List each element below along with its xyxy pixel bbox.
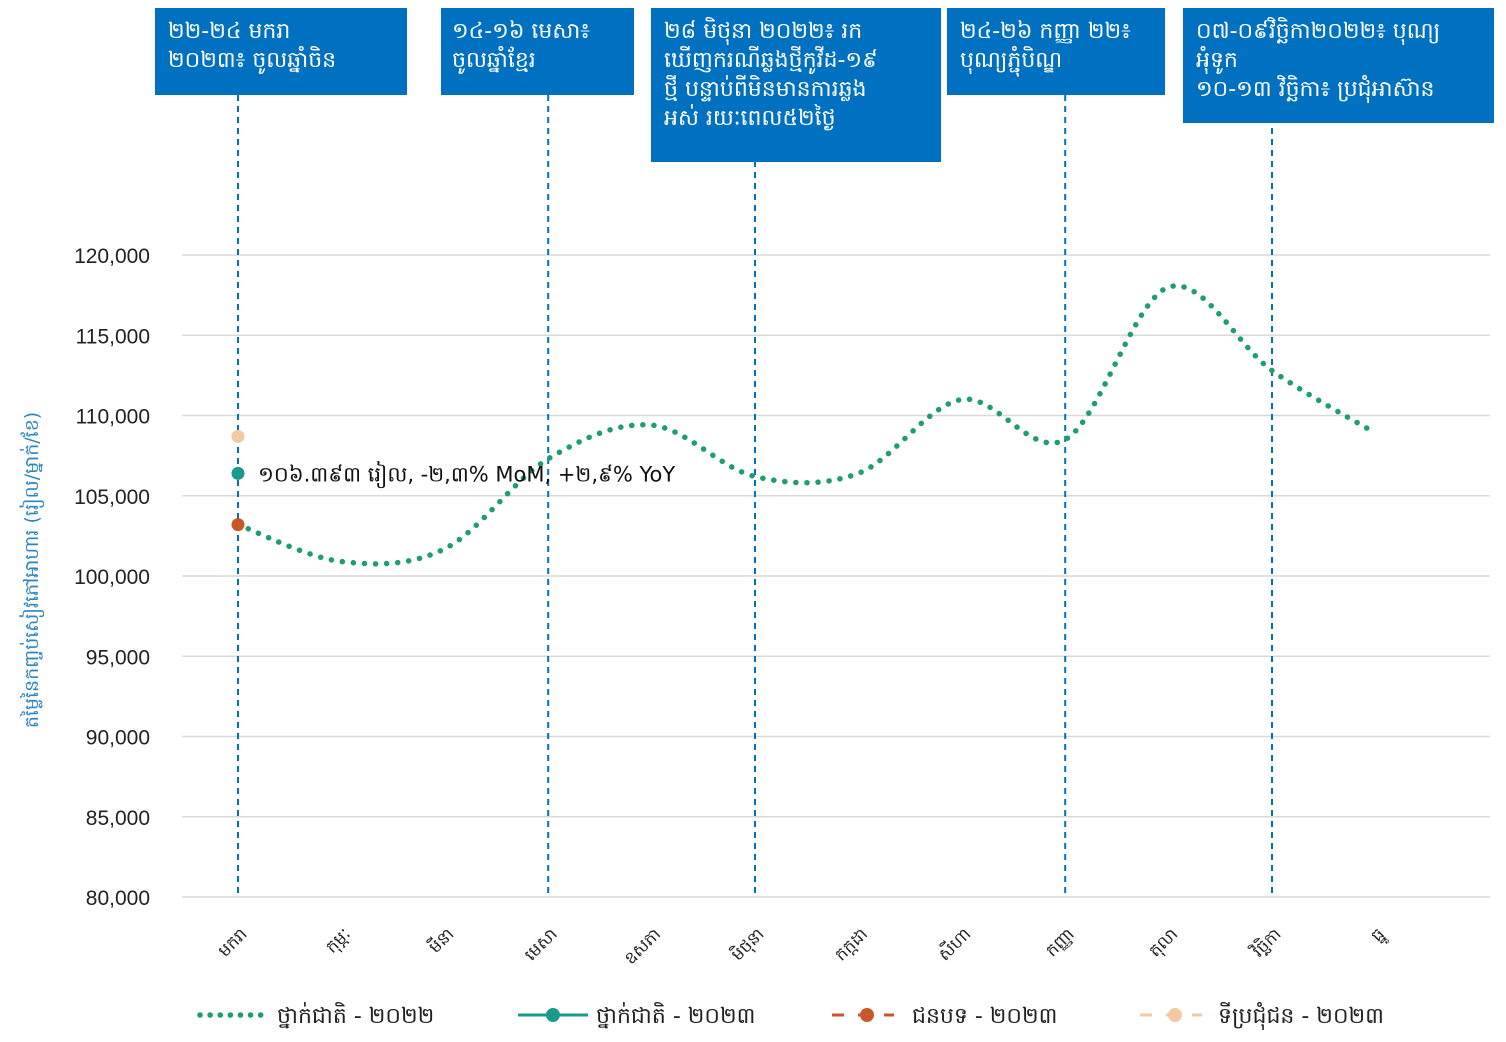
- x-tick-label: សីហា: [933, 923, 975, 965]
- x-tick-label: មេសា: [521, 924, 562, 965]
- legend-urban-2023: ទីប្រជុំជន - ២០២៣: [1140, 1002, 1384, 1030]
- event-box-text: ២០២៣៖ ចូលឆ្នាំចិន: [168, 46, 336, 74]
- y-tick-label: 90,000: [86, 727, 150, 750]
- legend-national-2022: ថ្នាក់ជាតិ - ២០២២: [197, 1002, 434, 1029]
- legend-rural-2023: ជនបទ - ២០២៣: [832, 1004, 1057, 1029]
- y-axis-label: តម្លៃនៃកញ្ចប់សៀវភៅអាហារ (រៀល/ម្នាក់/ខែ): [19, 412, 45, 728]
- event-box-bg: [441, 8, 634, 95]
- y-tick-label: 100,000: [74, 566, 150, 589]
- event-box-text: ០៧-០៩វិច្ឆិកា២០២២៖ បុណ្យ: [1196, 17, 1440, 45]
- series-national-2022-line: [235, 283, 1379, 567]
- event-box-text: បុណ្យភ្ជុំបិណ្ឌ: [960, 46, 1062, 77]
- legend: ថ្នាក់ជាតិ - ២០២២ ថ្នាក់ជាតិ - ២០២៣ ជនបទ -…: [197, 1002, 1384, 1030]
- x-axis-ticks: មករា កុម្ភៈ មីនា មេសា ឧសភា មិថុនា កក្កដា សីហា កញ…: [215, 923, 1392, 969]
- y-axis-ticks: 120,000 115,000 110,000 105,000 100,000 95,00…: [74, 245, 150, 910]
- event-box: ១៤-១៦ មេសា៖ចូលឆ្នាំខ្មែរ: [441, 8, 634, 95]
- x-tick-label: ធ្នូ: [1367, 924, 1391, 948]
- marker-urban-2023: [231, 429, 245, 443]
- marker-national-2023: [231, 466, 245, 480]
- event-box: ២២-២៤ មករា២០២៣៖ ចូលឆ្នាំចិន: [155, 8, 407, 95]
- markers-2023: [231, 429, 245, 532]
- legend-marker: [860, 1008, 874, 1022]
- legend-marker: [546, 1008, 560, 1022]
- event-box-text: ២៨ មិថុនា ២០២២៖ រក: [664, 17, 862, 45]
- event-box-text: ២៤-២៦ កញ្ញា ២២៖: [960, 19, 1131, 44]
- event-box-text: ១៤-១៦ មេសា៖: [452, 19, 590, 44]
- event-lines: [237, 95, 1273, 897]
- x-tick-label: ឧសភា: [620, 924, 665, 969]
- legend-label: ថ្នាក់ជាតិ - ២០២៣: [596, 1002, 755, 1029]
- gridlines: [182, 254, 1490, 898]
- legend-label: ជនបទ - ២០២៣: [912, 1004, 1057, 1029]
- event-box-bg: [155, 8, 407, 95]
- event-box: ២៤-២៦ កញ្ញា ២២៖បុណ្យភ្ជុំបិណ្ឌ: [947, 8, 1165, 95]
- y-tick-label: 120,000: [74, 245, 150, 268]
- event-box-bg: [1183, 8, 1494, 123]
- event-box-text: ឃើញករណីឆ្លងថ្មីកូវីដ-១៩: [664, 46, 878, 74]
- event-box-bg: [947, 8, 1165, 95]
- event-box-text: អុំទូក: [1196, 46, 1238, 74]
- x-tick-label: កញ្ញា: [1042, 924, 1079, 961]
- event-box-text: ថ្មី បន្ទាប់ពីមិនមានការឆ្លង: [664, 75, 867, 102]
- event-box-text: ២២-២៤ មករា: [168, 19, 290, 44]
- legend-label: ទីប្រជុំជន - ២០២៣: [1218, 1002, 1384, 1030]
- y-tick-label: 85,000: [86, 807, 150, 830]
- legend-label: ថ្នាក់ជាតិ - ២០២២: [277, 1002, 434, 1029]
- marker-rural-2023: [231, 518, 245, 532]
- x-tick-label: តុលា: [1145, 924, 1183, 962]
- event-box-text: ១០-១៣ វិច្ឆិកា៖ ប្រជុំអាស៊ាន: [1196, 75, 1435, 103]
- x-tick-label: មីនា: [424, 923, 459, 958]
- series-layer: [235, 283, 1379, 567]
- y-tick-label: 115,000: [76, 325, 150, 348]
- x-tick-label: វិច្ឆិកា: [1246, 923, 1286, 963]
- event-boxes: ២២-២៤ មករា២០២៣៖ ចូលឆ្នាំចិន ១៤-១៦ មេសា៖ចូ…: [155, 8, 1494, 162]
- y-tick-label: 95,000: [86, 646, 150, 669]
- x-tick-label: មិថុនា: [726, 923, 769, 966]
- y-tick-label: 80,000: [86, 887, 150, 910]
- legend-marker: [1168, 1008, 1182, 1022]
- y-tick-label: 105,000: [74, 486, 150, 509]
- event-box-text: អស់ រយៈពេល៥២ថ្ងៃ: [664, 104, 836, 131]
- x-tick-label: មករា: [215, 924, 252, 961]
- point-annotation: ១០៦.៣៩៣ រៀល, -២,៣% MoM, +២,៩% YoY: [258, 460, 675, 488]
- event-box-text: ចូលឆ្នាំខ្មែរ: [452, 46, 536, 74]
- event-box: ០៧-០៩វិច្ឆិកា២០២២៖ បុណ្យអុំទូក១០-១៣ វិច្…: [1183, 8, 1494, 123]
- x-tick-label: កក្កដា: [831, 924, 872, 965]
- legend-national-2023: ថ្នាក់ជាតិ - ២០២៣: [518, 1002, 755, 1029]
- event-box-bg: [651, 8, 941, 162]
- event-box: ២៨ មិថុនា ២០២២៖ រកឃើញករណីឆ្លងថ្មីកូវីដ-១…: [651, 8, 941, 162]
- y-tick-label: 110,000: [76, 406, 150, 429]
- x-tick-label: កុម្ភៈ: [322, 924, 356, 958]
- y-axis-label-group: តម្លៃនៃកញ្ចប់សៀវភៅអាហារ (រៀល/ម្នាក់/ខែ): [19, 412, 45, 728]
